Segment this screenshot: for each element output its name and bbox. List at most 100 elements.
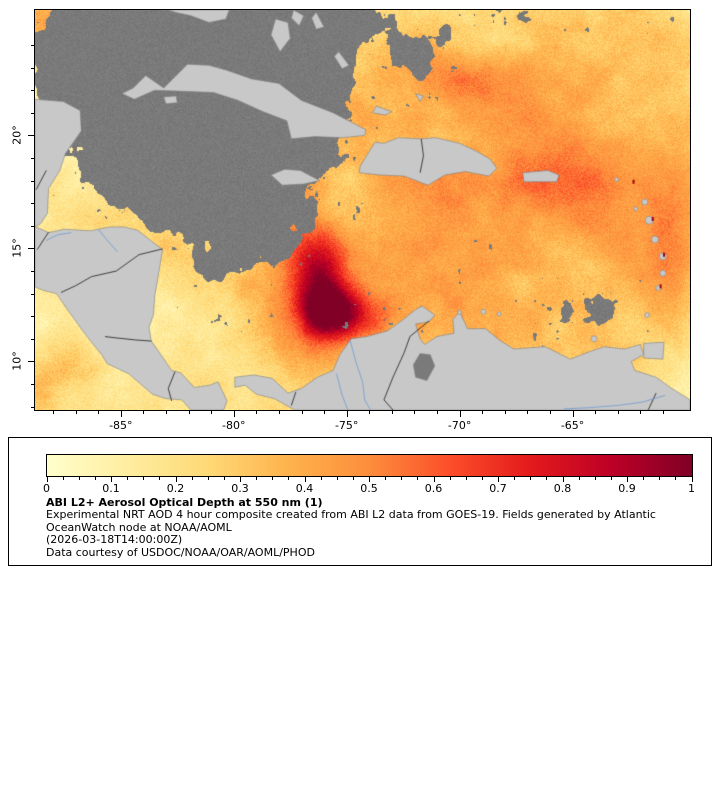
colorbar-major-tick: [369, 477, 370, 482]
colorbar-tick-label: 0: [43, 482, 50, 495]
lon-major-tick: [572, 411, 574, 417]
lat-tick-label: 10°: [10, 351, 24, 372]
colorbar-minor-tick: [659, 477, 661, 480]
colorbar-tick-label: 0.4: [295, 482, 314, 495]
lon-minor-tick: [301, 411, 303, 414]
lon-minor-tick: [527, 411, 529, 414]
colorbar-minor-tick: [610, 477, 612, 480]
lon-minor-tick: [391, 411, 393, 414]
colorbar-minor-tick: [352, 477, 354, 480]
lon-tick-label: -80°: [222, 419, 246, 432]
colorbar-major-tick: [46, 477, 48, 482]
lon-minor-tick: [188, 411, 190, 414]
lon-minor-tick: [324, 411, 326, 414]
colorbar-tick-label: 0.5: [360, 482, 378, 495]
lon-minor-tick: [437, 411, 439, 414]
colorbar-minor-tick: [94, 477, 96, 480]
colorbar-tick-label: 0.7: [489, 482, 507, 495]
colorbar-tick-label: 0.8: [553, 482, 572, 495]
colorbar-major-tick: [304, 477, 306, 482]
colorbar: [46, 454, 693, 477]
colorbar-minor-tick: [594, 477, 596, 480]
lon-major-tick: [120, 411, 122, 417]
colorbar-major-tick: [175, 477, 177, 482]
colorbar-minor-tick: [546, 477, 548, 480]
lon-minor-tick: [595, 411, 597, 414]
colorbar-minor-tick: [578, 477, 580, 480]
colorbar-minor-tick: [530, 477, 532, 480]
lon-tick-label: -70°: [447, 419, 472, 432]
lon-minor-tick: [482, 411, 484, 414]
colorbar-major-tick: [562, 477, 564, 482]
colorbar-tick-label: 0.9: [618, 482, 636, 495]
colorbar-minor-tick: [78, 477, 80, 480]
colorbar-minor-tick: [401, 477, 403, 480]
colorbar-minor-tick: [320, 477, 322, 480]
colorbar-tick-label: 0.1: [102, 482, 120, 495]
legend-description-line2: OceanWatch node at NOAA/AOML: [46, 520, 232, 534]
lon-minor-tick: [256, 411, 258, 414]
colorbar-minor-tick: [514, 477, 516, 480]
lon-major-tick: [459, 411, 461, 417]
lon-minor-tick: [640, 411, 642, 414]
colorbar-minor-tick: [481, 477, 483, 480]
lon-minor-tick: [98, 411, 100, 414]
map-plot-area: [34, 9, 691, 411]
lon-minor-tick: [53, 411, 55, 414]
colorbar-minor-tick: [417, 477, 419, 480]
colorbar-major-tick: [691, 477, 693, 482]
colorbar-minor-tick: [191, 477, 193, 480]
lon-minor-tick: [143, 411, 145, 414]
colorbar-tick-label: 0.2: [166, 482, 185, 495]
colorbar-tick-label: 0.6: [424, 482, 443, 495]
colorbar-minor-tick: [127, 477, 129, 480]
colorbar-minor-tick: [465, 477, 467, 480]
colorbar-minor-tick: [288, 477, 290, 480]
lon-minor-tick: [617, 411, 619, 414]
colorbar-gradient: [47, 455, 692, 476]
colorbar-tick-label: 0.3: [231, 482, 249, 495]
colorbar-major-tick: [111, 477, 112, 482]
colorbar-minor-tick: [223, 477, 225, 480]
lon-tick-label: -75°: [334, 419, 359, 432]
lon-minor-tick: [414, 411, 416, 414]
lon-minor-tick: [549, 411, 551, 414]
legend-title: ABI L2+ Aerosol Optical Depth at 550 nm …: [46, 496, 323, 509]
lon-minor-tick: [211, 411, 213, 414]
colorbar-minor-tick: [143, 477, 145, 480]
colorbar-minor-tick: [675, 477, 677, 480]
colorbar-minor-tick: [159, 477, 161, 480]
lon-minor-tick: [75, 411, 77, 414]
lon-minor-tick: [278, 411, 280, 414]
colorbar-minor-tick: [449, 477, 451, 480]
colorbar-tick-label: 1: [688, 482, 695, 495]
colorbar-minor-tick: [336, 477, 338, 480]
legend-text-block: ABI L2+ Aerosol Optical Depth at 550 nm …: [46, 496, 656, 559]
legend-courtesy: Data courtesy of USDOC/NOAA/OAR/AOML/PHO…: [46, 545, 315, 559]
legend-timestamp: (2026-03-18T14:00:00Z): [46, 533, 183, 547]
colorbar-major-tick: [240, 477, 241, 482]
colorbar-minor-tick: [272, 477, 274, 480]
lon-minor-tick: [166, 411, 167, 414]
colorbar-minor-tick: [256, 477, 258, 480]
lon-minor-tick: [662, 411, 664, 414]
lat-tick-label: 15°: [10, 238, 24, 259]
colorbar-minor-tick: [62, 477, 64, 480]
lon-minor-tick: [504, 411, 506, 414]
lon-major-tick: [233, 411, 235, 417]
lon-tick-label: -65°: [560, 419, 585, 432]
legend-description-line1: Experimental NRT AOD 4 hour composite cr…: [46, 508, 656, 522]
colorbar-minor-tick: [643, 477, 645, 480]
aod-map-canvas: [35, 10, 690, 410]
lon-minor-tick: [369, 411, 371, 414]
colorbar-minor-tick: [385, 477, 387, 480]
lon-major-tick: [346, 411, 348, 417]
legend-box: 0 0.1 0.2 0.3 0.4 0.5 0.6 0.7 0.8 0.9 1 ABI L2+ Ae…: [8, 437, 712, 566]
lon-tick-label: -85°: [109, 419, 133, 432]
colorbar-minor-tick: [207, 477, 209, 480]
colorbar-major-tick: [627, 477, 628, 482]
lat-tick-label: 20°: [10, 125, 24, 146]
colorbar-major-tick: [498, 477, 499, 482]
colorbar-major-tick: [433, 477, 435, 482]
